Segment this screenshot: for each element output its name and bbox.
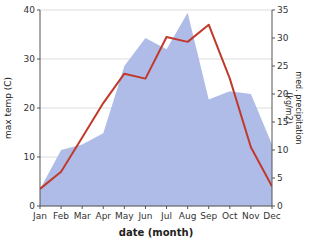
x-tick-label: Nov — [242, 211, 260, 221]
x-tick-label: Mar — [74, 211, 91, 221]
temperature-line — [40, 25, 272, 189]
grid — [40, 10, 272, 206]
y2-tick — [272, 66, 275, 67]
y-tick-label: 10 — [24, 152, 36, 162]
x-tick-label: Oct — [222, 211, 238, 221]
x-tick — [250, 206, 251, 209]
x-tick-label: Jul — [160, 211, 172, 221]
y2-axis-line — [272, 10, 273, 206]
y2-tick — [272, 10, 275, 11]
y-axis-label: max temp (C) — [3, 77, 13, 139]
y2-tick-label: 5 — [277, 173, 283, 183]
y-tick — [37, 59, 40, 60]
x-tick — [103, 206, 104, 209]
y2-tick — [272, 150, 275, 151]
x-tick — [82, 206, 83, 209]
y2-tick-label: 35 — [277, 5, 288, 15]
x-tick-label: May — [115, 211, 134, 221]
x-tick — [208, 206, 209, 209]
y-tick — [37, 157, 40, 158]
axes: JanFebMarAprMayJunJulAugSepOctNovDec0102… — [24, 5, 289, 221]
y2-tick — [272, 122, 275, 123]
x-tick-label: Apr — [95, 211, 111, 221]
grid-line — [40, 10, 272, 11]
x-tick — [166, 206, 167, 209]
x-tick-label: Sep — [200, 211, 217, 221]
y-tick-label: 0 — [29, 201, 35, 211]
y2-tick — [272, 94, 275, 95]
x-axis-label: date (month) — [119, 227, 193, 238]
x-tick-label: Jan — [32, 211, 47, 221]
x-axis-line — [40, 206, 272, 207]
x-tick — [61, 206, 62, 209]
x-tick-label: Dec — [263, 211, 280, 221]
x-tick-label: Aug — [179, 211, 197, 221]
precipitation-area — [40, 13, 272, 206]
y-tick-label: 30 — [24, 54, 36, 64]
x-tick — [187, 206, 188, 209]
y2-axis-label: med. precipitation(kg/m2) — [284, 71, 303, 144]
y-tick — [37, 206, 40, 207]
y2-tick — [272, 38, 275, 39]
y2-tick — [272, 206, 275, 207]
y-tick — [37, 108, 40, 109]
x-tick — [229, 206, 230, 209]
y2-tick — [272, 178, 275, 179]
plot-area — [40, 13, 272, 206]
grid-line — [40, 206, 272, 207]
y2-tick-label: 0 — [277, 201, 283, 211]
y-tick — [37, 10, 40, 11]
chart: JanFebMarAprMayJunJulAugSepOctNovDec0102… — [0, 0, 318, 247]
y-tick-label: 20 — [24, 103, 36, 113]
y-tick-label: 40 — [24, 5, 36, 15]
x-tick-label: Jun — [137, 211, 152, 221]
y2-tick-label: 30 — [277, 33, 289, 43]
y2-tick-label: 10 — [277, 145, 289, 155]
x-tick-label: Feb — [53, 211, 69, 221]
x-tick — [145, 206, 146, 209]
chart-container: JanFebMarAprMayJunJulAugSepOctNovDec0102… — [0, 0, 318, 247]
x-tick — [124, 206, 125, 209]
y2-tick-label: 25 — [277, 61, 288, 71]
